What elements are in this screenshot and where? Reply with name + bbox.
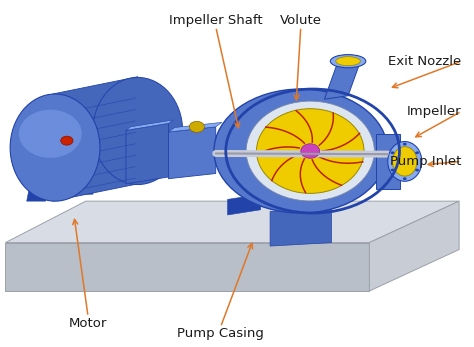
Polygon shape bbox=[5, 201, 459, 243]
Ellipse shape bbox=[214, 89, 388, 213]
Ellipse shape bbox=[330, 54, 366, 68]
Ellipse shape bbox=[301, 144, 319, 158]
Ellipse shape bbox=[246, 101, 374, 201]
Polygon shape bbox=[270, 208, 331, 246]
Polygon shape bbox=[27, 189, 48, 201]
Circle shape bbox=[403, 177, 407, 180]
Text: Impeller: Impeller bbox=[407, 105, 462, 118]
Polygon shape bbox=[53, 77, 138, 201]
Circle shape bbox=[391, 169, 394, 171]
Polygon shape bbox=[284, 198, 318, 218]
Circle shape bbox=[189, 121, 204, 132]
Text: Pump Inlet: Pump Inlet bbox=[390, 155, 462, 168]
Ellipse shape bbox=[93, 77, 182, 185]
Text: Motor: Motor bbox=[69, 317, 107, 330]
Circle shape bbox=[415, 151, 419, 154]
Text: Impeller Shaft: Impeller Shaft bbox=[169, 14, 263, 27]
Polygon shape bbox=[126, 120, 173, 130]
Polygon shape bbox=[324, 63, 360, 99]
Text: Pump Casing: Pump Casing bbox=[177, 327, 264, 340]
Polygon shape bbox=[228, 194, 261, 215]
Circle shape bbox=[403, 143, 407, 145]
Circle shape bbox=[415, 169, 419, 171]
Circle shape bbox=[61, 136, 73, 145]
Polygon shape bbox=[74, 182, 95, 194]
Polygon shape bbox=[5, 243, 369, 291]
Ellipse shape bbox=[256, 109, 364, 193]
Ellipse shape bbox=[336, 57, 360, 66]
Polygon shape bbox=[369, 201, 459, 291]
Polygon shape bbox=[168, 127, 216, 179]
Ellipse shape bbox=[392, 147, 417, 176]
Text: Volute: Volute bbox=[280, 14, 322, 27]
Text: Exit Nozzle: Exit Nozzle bbox=[388, 55, 462, 68]
Polygon shape bbox=[376, 134, 400, 189]
Ellipse shape bbox=[19, 110, 82, 158]
Polygon shape bbox=[126, 124, 168, 184]
Ellipse shape bbox=[10, 94, 100, 201]
Polygon shape bbox=[168, 122, 222, 132]
Ellipse shape bbox=[388, 142, 422, 181]
Circle shape bbox=[391, 151, 394, 154]
